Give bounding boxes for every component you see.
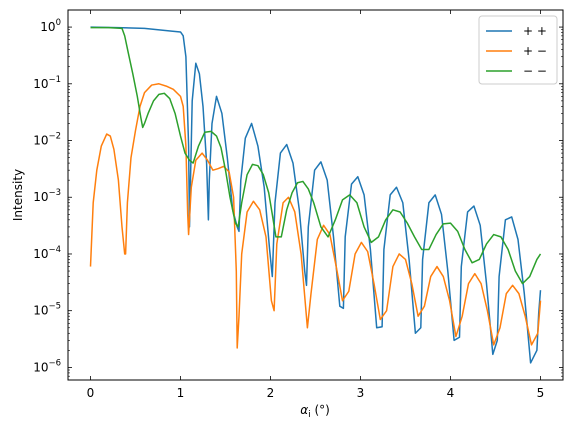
y-tick-label: 10−3	[33, 188, 61, 204]
y-tick-label: 10−1	[33, 75, 61, 91]
legend-box	[478, 15, 558, 85]
x-axis-label: αi (°)	[300, 403, 330, 420]
series-line-0	[90, 26, 542, 364]
x-tick-label: 2	[267, 386, 275, 400]
series-layer	[89, 26, 542, 364]
y-axis: 10−6 10−5 10−4 10−3 10−2 10−1 100	[33, 18, 563, 377]
legend-entry-0: + +	[523, 24, 547, 38]
legend-entry-1: + −	[523, 44, 547, 58]
x-tick-label: 5	[537, 386, 545, 400]
y-tick-label: 10−5	[33, 302, 61, 318]
y-tick-label: 10−4	[33, 245, 61, 261]
x-axis: 0 1 2 3 4 5	[87, 10, 545, 400]
y-axis-label: Intensity	[11, 169, 25, 221]
y-tick-label: 10−6	[33, 358, 61, 374]
x-tick-label: 1	[177, 386, 185, 400]
legend: + + + − − −	[478, 15, 558, 85]
series-line-1	[89, 83, 542, 349]
x-axis-label-sub: i	[308, 410, 311, 420]
x-axis-label-unit: (°)	[311, 403, 330, 417]
x-tick-label: 3	[357, 386, 365, 400]
series-line-2	[90, 26, 542, 285]
plot-frame	[67, 9, 564, 381]
x-tick-label: 0	[87, 386, 95, 400]
legend-entry-2: − −	[523, 64, 547, 78]
y-tick-label: 10−2	[33, 132, 61, 148]
x-tick-label: 4	[447, 386, 455, 400]
y-tick-label: 100	[40, 18, 61, 34]
x-axis-label-main: α	[300, 403, 308, 417]
